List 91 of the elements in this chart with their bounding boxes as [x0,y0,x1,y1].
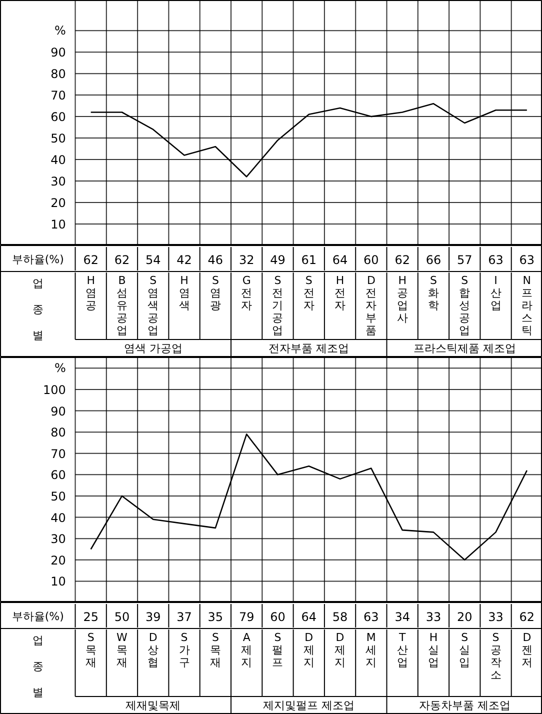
data-label: 25 [83,610,98,624]
x-tick-label: S 목재 [210,631,221,669]
y-tick-label: 20 [50,196,66,210]
data-label: 63 [364,610,379,624]
data-label: 34 [394,610,410,624]
y-tick-label: 30 [50,532,66,546]
y-tick-label: 80 [50,67,66,82]
x-tick-label: A 제지 [241,631,252,669]
data-label: 20 [456,610,472,624]
x-tick-label: W 목재 [116,631,128,669]
x-tick-label: S 전자 [303,274,314,312]
y-tick-label: 50 [50,132,66,146]
x-axis-title: 업종별 [32,634,44,699]
y-axis-title: 부하율(%) [12,610,64,623]
data-label: 60 [270,610,286,624]
x-tick-label: D 제지 [334,631,346,669]
x-tick-label: H 염색 [178,274,190,312]
y-tick-label: 60 [50,110,66,124]
text: 제재및목제 [126,699,181,712]
y-tick-label: 70 [50,88,66,103]
data-label: 50 [114,610,130,624]
y-tick-label: 50 [50,489,66,504]
y-tick-label: % [54,24,66,38]
x-tick-label: S 가구 [178,631,190,669]
y-axis-title: 부하율(%) [12,253,64,266]
y-tick-label: 40 [50,153,66,168]
text: 자동차부품 제조업 [418,699,510,712]
y-tick-label: 60 [50,468,66,482]
y-tick-label: 90 [50,46,66,60]
data-label: 60 [364,253,379,267]
x-tick-label: S 펄프 [272,631,284,669]
x-tick-label: D 전자부품 [366,274,377,337]
text: 제지및펄프 제조업 [263,699,355,712]
y-tick-label: 70 [50,446,66,461]
y-tick-label: 20 [50,553,66,568]
x-tick-label: D 제지 [303,631,314,669]
x-tick-label: N 프라스틱 [521,274,532,337]
x-tick-label: S 염광 [210,274,221,312]
data-label: 37 [176,610,192,624]
y-tick-label: 80 [50,426,66,440]
data-label: 62 [519,610,535,624]
data-label: 54 [145,253,161,267]
x-tick-label: G 전자 [241,274,252,312]
text: 프라스틱제품 제조업 [413,342,516,355]
x-tick-label: I 산업 [490,274,502,312]
data-label: 58 [332,610,348,624]
y-tick-label: 30 [50,174,66,189]
data-label: 62 [83,253,98,267]
y-tick-label: 10 [50,218,66,232]
data-label: 66 [426,253,442,267]
y-tick-label: 10 [50,574,66,589]
data-label: 62 [114,253,130,267]
text: 염색 가공업 [124,342,182,355]
data-label: 49 [270,253,286,267]
x-tick-label: S 화학 [428,274,439,312]
x-tick-label: D 상협 [148,631,159,669]
data-label: 35 [208,610,224,624]
data-label: 63 [519,253,535,267]
data-label: 32 [238,253,254,267]
x-tick-label: S 목재 [85,631,96,669]
x-tick-label: H 실업 [428,631,439,669]
data-label: 64 [332,253,348,267]
x-tick-label: S 염색공업 [148,274,159,337]
data-label: 39 [145,610,161,624]
x-tick-label: M 세지 [366,631,377,669]
x-tick-label: S 실입 [459,631,470,669]
y-tick-label: 100 [43,382,66,397]
data-label: 42 [176,253,192,267]
y-tick-label: 40 [50,510,66,525]
data-label: 46 [208,253,224,267]
data-label: 33 [426,610,442,624]
x-tick-label: S 공작소 [490,631,502,682]
x-tick-label: S 전기공업 [272,274,284,337]
x-tick-label: H 염공 [85,274,96,312]
x-tick-label: B 섬유공업 [116,274,128,337]
y-tick-label: 90 [50,404,66,418]
data-label: 64 [301,610,317,624]
x-tick-label: H 공업사 [396,274,408,324]
data-label: 63 [488,253,504,267]
text: 전자부품 제조업 [268,342,350,355]
x-tick-label: D 젠저 [521,631,532,669]
data-label: 57 [456,253,472,267]
x-tick-label: S 합성공업 [459,274,470,337]
data-label: 79 [238,610,254,624]
data-label: 33 [488,610,504,624]
x-tick-label: T 산업 [396,631,408,669]
data-label: 61 [301,253,317,267]
x-axis-title: 업종별 [32,277,44,342]
y-tick-label: % [54,361,66,376]
x-tick-label: H 전자 [334,274,346,312]
data-label: 62 [394,253,410,267]
